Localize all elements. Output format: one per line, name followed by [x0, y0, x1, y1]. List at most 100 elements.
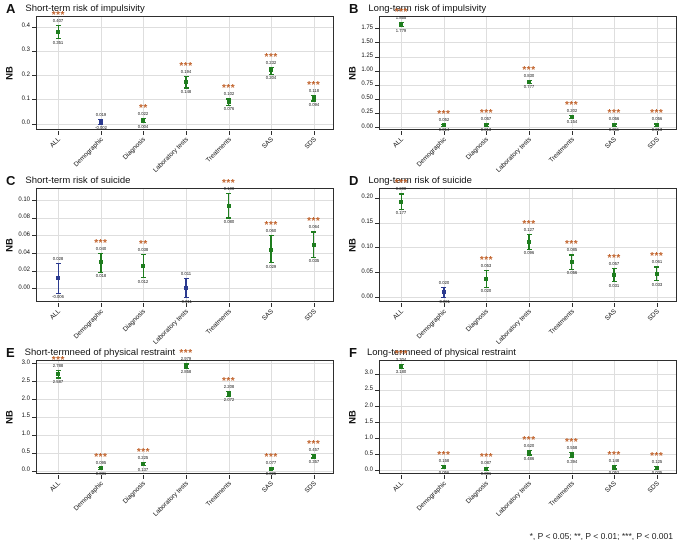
y-tick-mark [32, 452, 36, 454]
value-label-high: 0.194 [180, 70, 192, 75]
y-tick-label: 3.0 [21, 359, 30, 366]
y-tick-mark [375, 454, 379, 456]
significance-stars: *** [264, 452, 278, 464]
h-gridline [380, 70, 676, 72]
panel-a-short-term-impulsivity: A Short-term risk of impulsivity NB 0.0 0.1 0… [0, 2, 342, 178]
panel-letter: B [349, 1, 359, 16]
y-tick-mark [375, 406, 379, 408]
y-tick-label: 1.00 [361, 67, 373, 74]
y-tick-mark [32, 399, 36, 400]
h-gridline [37, 416, 333, 418]
error-cap-bottom [268, 262, 274, 264]
value-label-low: 0.012 [138, 279, 149, 284]
v-gridline [571, 361, 573, 473]
value-label-low: 0.029 [265, 264, 277, 269]
y-tick-label: 0.06 [18, 231, 30, 238]
h-gridline [380, 247, 676, 249]
value-label-high: 0.127 [523, 227, 535, 232]
v-gridline [143, 17, 145, 129]
significance-stars: *** [522, 435, 536, 447]
significance-stars: *** [307, 438, 321, 450]
h-gridline [380, 28, 676, 30]
significance-stars: *** [94, 451, 108, 463]
significance-stars: *** [221, 376, 236, 388]
v-gridline [186, 361, 187, 473]
point-marker [654, 123, 659, 128]
h-gridline [37, 452, 333, 454]
y-tick-mark [375, 389, 379, 391]
x-tick-mark [656, 475, 658, 479]
h-gridline [37, 253, 333, 254]
y-tick-mark [32, 253, 36, 254]
y-tick-label: 0.20 [361, 194, 373, 201]
h-gridline [380, 197, 676, 199]
v-gridline [614, 17, 616, 129]
error-cap-top [55, 24, 61, 26]
y-tick-mark [32, 50, 36, 52]
panel-header: D Long-term risk of suicide [349, 174, 472, 187]
value-label-high: 0.125 [651, 459, 662, 465]
x-tick-mark [443, 131, 445, 135]
error-cap-bottom [611, 281, 617, 283]
error-cap-top [526, 450, 532, 452]
x-tick-mark [143, 303, 145, 307]
x-tick-mark [401, 475, 403, 479]
y-tick-label: 0.15 [361, 219, 373, 226]
significance-stars: *** [307, 216, 321, 228]
y-tick-label: 0.0 [21, 120, 30, 127]
y-tick-label: 0.3 [21, 47, 30, 54]
significance-stars: *** [650, 450, 664, 462]
y-tick-label: 0.02 [18, 267, 30, 274]
y-tick-label: 0.0 [21, 467, 30, 474]
v-gridline [58, 361, 60, 473]
error-cap-bottom [398, 26, 404, 28]
significance-stars: *** [650, 108, 664, 120]
y-tick-label: 0.00 [361, 293, 373, 300]
value-label-high: 0.056 [651, 117, 662, 122]
point-marker [484, 467, 489, 472]
y-tick-mark [375, 373, 379, 375]
value-label-low: 3.180 [396, 370, 407, 375]
y-tick-label: 0.50 [361, 95, 373, 102]
y-tick-label: 1.5 [21, 413, 30, 420]
y-tick-label: 0.25 [361, 109, 373, 116]
panel-header: C Short-term risk of suicide [6, 174, 130, 187]
v-gridline [100, 189, 102, 301]
error-cap-top [226, 391, 232, 393]
panel-header: F Long-termneed of physical restraint [349, 346, 516, 359]
v-gridline [143, 189, 145, 301]
value-label-high: 0.208 [396, 187, 407, 192]
significance-stars: *** [607, 253, 621, 265]
point-marker [311, 454, 316, 459]
y-tick-label: 0.05 [361, 268, 373, 275]
v-gridline [486, 189, 488, 301]
h-gridline [37, 200, 333, 202]
significance-stars: *** [394, 6, 408, 18]
significance-stars: *** [394, 178, 408, 190]
value-label-high: 2.208 [223, 385, 234, 390]
value-label-high: 0.011 [180, 271, 192, 277]
significance-stars: *** [221, 83, 236, 95]
y-tick-label: 0.5 [364, 450, 373, 457]
value-label-high: 0.202 [566, 109, 577, 114]
value-label-low: 0.137 [138, 467, 149, 472]
error-cap-top [569, 254, 575, 256]
x-tick-mark [443, 303, 445, 307]
y-tick-label: 1.50 [361, 38, 373, 45]
y-tick-mark [32, 470, 36, 472]
plot-area: NB 0.0 0.5 1.0 1.5 2.0 2.5 3.0 2.788 2.587 *** 0.09… [4, 349, 334, 479]
h-gridline [37, 75, 333, 77]
value-label-high: 0.085 [566, 248, 577, 253]
x-tick-mark [100, 131, 102, 135]
h-gridline [37, 99, 333, 101]
x-tick-mark [143, 475, 145, 479]
panel-b-long-term-impulsivity: B Long-term risk of impulsivity NB 0.00 0.25… [343, 2, 685, 178]
x-axis-labels: ALL Demographic Diagnosis Laboratory tests T… [379, 132, 677, 178]
y-tick-label: 2.5 [364, 386, 373, 393]
x-tick-mark [313, 131, 315, 135]
x-tick-mark [443, 475, 445, 479]
error-cap-bottom [55, 377, 61, 379]
point-marker [311, 243, 316, 248]
y-tick-mark [32, 99, 36, 101]
value-label-high: 2.979 [180, 357, 192, 362]
